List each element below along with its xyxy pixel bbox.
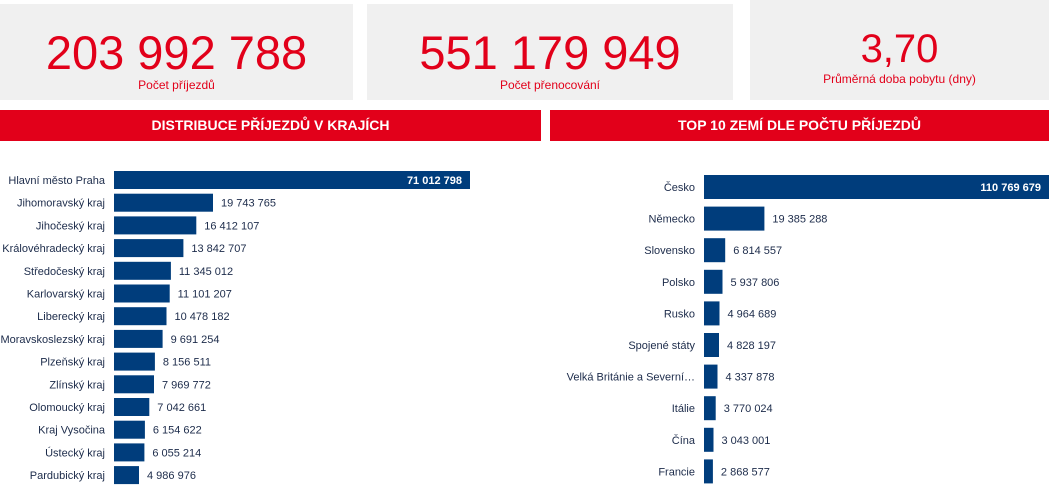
- region-bar[interactable]: [114, 420, 145, 439]
- region-value-label: 9 691 254: [171, 334, 220, 346]
- country-bar[interactable]: [704, 269, 723, 294]
- kpi-overnights-label: Počet přenocování: [499, 78, 601, 92]
- country-bar[interactable]: [704, 175, 1049, 199]
- country-value-label: 6 814 557: [733, 245, 782, 257]
- country-category-label: Čína: [672, 434, 696, 447]
- kpi-arrivals: 203 992 788 Počet příjezdů: [0, 4, 353, 100]
- region-category-label: Královéhradecký kraj: [2, 243, 105, 255]
- region-value-label: 7 969 772: [162, 379, 211, 391]
- region-bar[interactable]: [114, 398, 150, 416]
- region-category-label: Jihomoravský kraj: [17, 198, 105, 210]
- region-category-label: Moravskoslezský kraj: [0, 334, 105, 346]
- country-category-label: Německo: [649, 214, 695, 226]
- region-value-label: 16 412 107: [204, 220, 259, 232]
- country-value-label: 5 937 806: [730, 277, 779, 289]
- region-bar[interactable]: [114, 443, 145, 462]
- region-category-label: Plzeňský kraj: [40, 357, 105, 369]
- region-value-label: 6 154 622: [153, 425, 202, 437]
- country-bar[interactable]: [704, 301, 720, 326]
- country-bar[interactable]: [704, 427, 714, 452]
- region-category-label: Ústecký kraj: [45, 446, 105, 459]
- region-bar[interactable]: [114, 193, 213, 212]
- region-bar[interactable]: [114, 261, 171, 280]
- country-category-label: Velká Británie a Severní…: [567, 372, 695, 384]
- region-category-label: Olomoucký kraj: [29, 402, 105, 414]
- country-value-label: 4 828 197: [727, 340, 776, 352]
- region-category-label: Kraj Vysočina: [38, 425, 106, 437]
- region-category-label: Karlovarský kraj: [27, 289, 105, 301]
- kpi-arrivals-label: Počet příjezdů: [138, 78, 215, 92]
- regions-chart-header: DISTRIBUCE PŘÍJEZDŮ V KRAJÍCH: [0, 110, 541, 141]
- kpi-avg-stay-value: 3,70: [860, 27, 939, 71]
- region-value-label: 19 743 765: [221, 198, 276, 210]
- country-value-label: 2 868 577: [721, 466, 770, 478]
- region-category-label: Středočeský kraj: [24, 266, 105, 278]
- kpi-overnights-value: 551 179 949: [419, 26, 681, 79]
- region-bar[interactable]: [114, 284, 170, 303]
- country-value-label: 110 769 679: [980, 182, 1041, 194]
- region-value-label: 6 055 214: [152, 447, 201, 459]
- region-category-label: Liberecký kraj: [37, 311, 105, 323]
- region-bar[interactable]: [114, 239, 184, 258]
- region-bar[interactable]: [114, 171, 470, 189]
- kpi-avg-stay: 3,70 Průměrná doba pobytu (dny): [750, 0, 1049, 100]
- country-value-label: 4 337 878: [726, 372, 775, 384]
- countries-chart-header: TOP 10 ZEMÍ DLE POČTU PŘÍJEZDŮ: [550, 110, 1049, 141]
- country-value-label: 3 770 024: [724, 403, 773, 415]
- country-category-label: Itálie: [672, 403, 695, 415]
- country-bar[interactable]: [704, 206, 765, 231]
- country-bar[interactable]: [704, 364, 718, 389]
- region-bar[interactable]: [114, 307, 167, 326]
- region-bar[interactable]: [114, 375, 154, 394]
- country-category-label: Polsko: [662, 277, 695, 289]
- country-bar[interactable]: [704, 238, 726, 263]
- region-category-label: Pardubický kraj: [30, 470, 105, 482]
- country-category-label: Francie: [658, 466, 695, 478]
- region-value-label: 7 042 661: [157, 402, 206, 414]
- region-value-label: 11 101 207: [178, 289, 232, 301]
- country-category-label: Spojené státy: [628, 340, 695, 352]
- region-category-label: Jihočeský kraj: [36, 220, 105, 232]
- region-value-label: 8 156 511: [163, 357, 211, 369]
- region-category-label: Zlínský kraj: [49, 379, 105, 391]
- country-category-label: Rusko: [664, 308, 695, 320]
- region-value-label: 13 842 707: [191, 243, 246, 255]
- country-category-label: Česko: [664, 181, 695, 194]
- country-bar[interactable]: [704, 459, 713, 484]
- region-bar[interactable]: [114, 216, 197, 235]
- region-bar[interactable]: [114, 329, 163, 348]
- region-bar[interactable]: [114, 466, 139, 485]
- region-value-label: 71 012 798: [407, 175, 462, 187]
- country-bar[interactable]: [704, 396, 716, 421]
- region-value-label: 4 986 976: [147, 470, 196, 482]
- country-value-label: 19 385 288: [772, 214, 827, 226]
- kpi-arrivals-value: 203 992 788: [45, 26, 308, 79]
- region-bar[interactable]: [114, 352, 155, 371]
- country-bar[interactable]: [704, 333, 719, 357]
- country-value-label: 3 043 001: [721, 435, 770, 447]
- region-value-label: 10 478 182: [175, 311, 230, 323]
- kpi-overnights: 551 179 949 Počet přenocování: [367, 4, 733, 100]
- region-value-label: 11 345 012: [179, 266, 233, 278]
- kpi-avg-stay-label: Průměrná doba pobytu (dny): [823, 72, 976, 86]
- country-value-label: 4 964 689: [727, 308, 776, 320]
- country-category-label: Slovensko: [644, 245, 695, 257]
- region-category-label: Hlavní město Praha: [8, 175, 105, 187]
